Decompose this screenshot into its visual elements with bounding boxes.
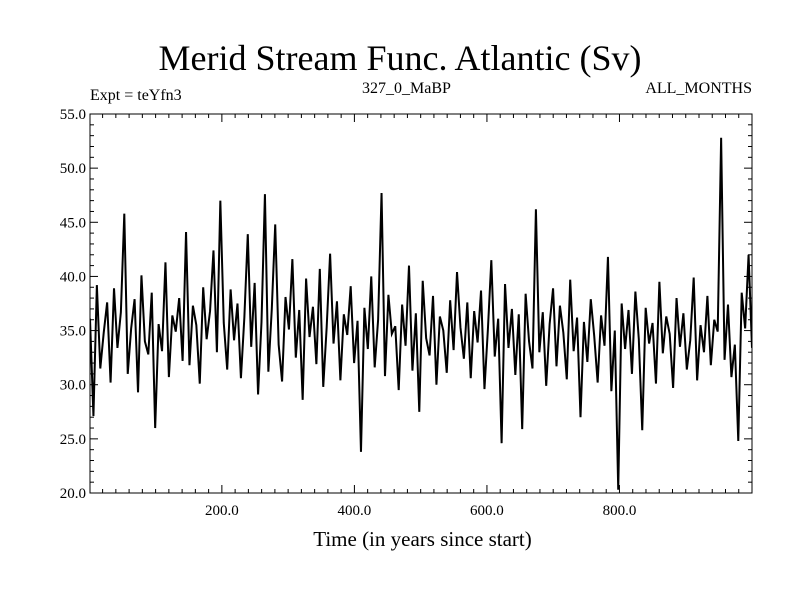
experiment-label: Expt = teYfn3 bbox=[90, 87, 182, 104]
y-tick-label: 20.0 bbox=[60, 486, 86, 502]
run-label: 327_0_MaBP bbox=[362, 80, 451, 97]
plot-frame bbox=[89, 113, 753, 494]
x-tick-label: 600.0 bbox=[470, 503, 504, 519]
y-tick-label: 25.0 bbox=[60, 432, 86, 448]
y-tick-label: 35.0 bbox=[60, 324, 86, 340]
x-axis-label: Time (in years since start) bbox=[313, 527, 532, 551]
y-tick-label: 30.0 bbox=[60, 378, 86, 394]
series-line bbox=[90, 137, 752, 490]
y-tick-label: 40.0 bbox=[60, 269, 86, 285]
y-tick-label: 55.0 bbox=[60, 107, 86, 123]
chart-title: Merid Stream Func. Atlantic (Sv) bbox=[158, 38, 642, 78]
period-label: ALL_MONTHS bbox=[645, 80, 752, 97]
y-tick-label: 50.0 bbox=[60, 161, 86, 177]
x-tick-label: 800.0 bbox=[603, 503, 637, 519]
x-tick-label: 200.0 bbox=[205, 503, 239, 519]
y-tick-label: 45.0 bbox=[60, 215, 86, 231]
x-tick-label: 400.0 bbox=[338, 503, 372, 519]
